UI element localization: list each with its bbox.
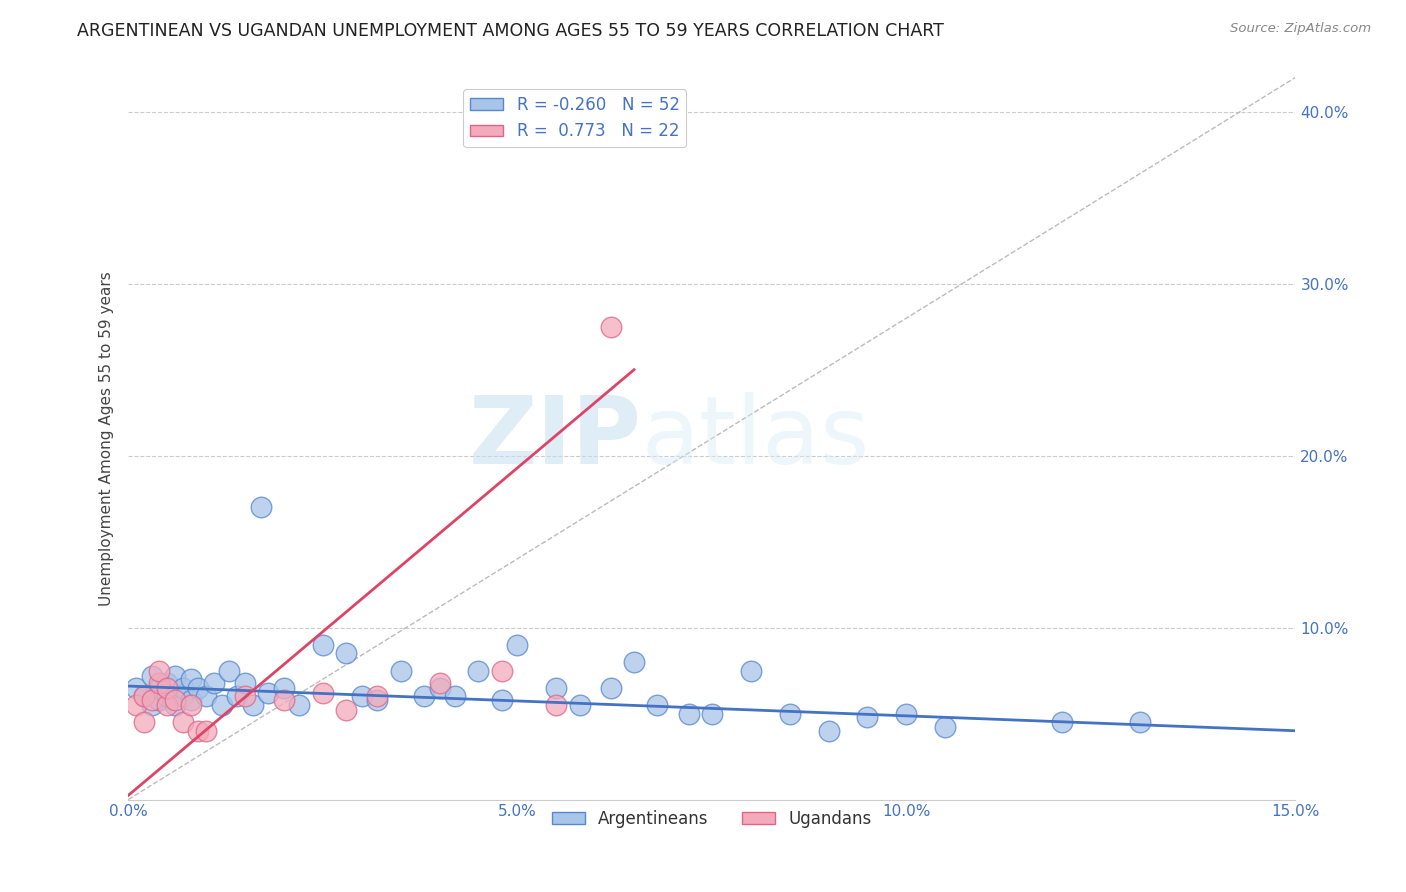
Point — [312, 638, 335, 652]
Point — [1050, 715, 1073, 730]
Point — [211, 698, 233, 712]
Point — [226, 690, 249, 704]
Point — [148, 681, 170, 695]
Point — [350, 690, 373, 704]
Point — [273, 693, 295, 707]
Point — [141, 698, 163, 712]
Point — [195, 723, 218, 738]
Point — [148, 693, 170, 707]
Point — [233, 675, 256, 690]
Point — [187, 681, 209, 695]
Point — [856, 710, 879, 724]
Point — [132, 690, 155, 704]
Point — [156, 698, 179, 712]
Point — [179, 693, 201, 707]
Point — [491, 693, 513, 707]
Point — [179, 698, 201, 712]
Point — [163, 693, 186, 707]
Point — [934, 720, 956, 734]
Point — [817, 723, 839, 738]
Point — [141, 693, 163, 707]
Point — [125, 681, 148, 695]
Point — [647, 698, 669, 712]
Point — [187, 723, 209, 738]
Point — [202, 675, 225, 690]
Point — [195, 690, 218, 704]
Point — [429, 681, 451, 695]
Point — [132, 715, 155, 730]
Point — [335, 646, 357, 660]
Legend: Argentineans, Ugandans: Argentineans, Ugandans — [546, 803, 879, 835]
Text: ZIP: ZIP — [470, 392, 641, 484]
Point — [413, 690, 436, 704]
Point — [740, 664, 762, 678]
Point — [779, 706, 801, 721]
Point — [273, 681, 295, 695]
Point — [335, 703, 357, 717]
Point — [366, 693, 388, 707]
Point — [172, 715, 194, 730]
Point — [896, 706, 918, 721]
Point — [125, 698, 148, 712]
Y-axis label: Unemployment Among Ages 55 to 59 years: Unemployment Among Ages 55 to 59 years — [100, 271, 114, 606]
Point — [141, 669, 163, 683]
Text: ARGENTINEAN VS UGANDAN UNEMPLOYMENT AMONG AGES 55 TO 59 YEARS CORRELATION CHART: ARGENTINEAN VS UGANDAN UNEMPLOYMENT AMON… — [77, 22, 945, 40]
Point — [546, 681, 568, 695]
Point — [148, 675, 170, 690]
Point — [599, 681, 621, 695]
Point — [249, 500, 271, 515]
Point — [163, 669, 186, 683]
Point — [700, 706, 723, 721]
Point — [678, 706, 700, 721]
Text: Source: ZipAtlas.com: Source: ZipAtlas.com — [1230, 22, 1371, 36]
Point — [163, 698, 186, 712]
Point — [389, 664, 412, 678]
Point — [312, 686, 335, 700]
Point — [444, 690, 467, 704]
Point — [132, 690, 155, 704]
Point — [172, 690, 194, 704]
Point — [568, 698, 591, 712]
Point — [172, 681, 194, 695]
Point — [148, 664, 170, 678]
Point — [156, 675, 179, 690]
Point — [233, 690, 256, 704]
Point — [242, 698, 264, 712]
Point — [506, 638, 529, 652]
Point — [179, 672, 201, 686]
Point — [1129, 715, 1152, 730]
Point — [623, 655, 645, 669]
Point — [467, 664, 489, 678]
Point — [599, 319, 621, 334]
Point — [156, 681, 179, 695]
Point — [491, 664, 513, 678]
Point — [257, 686, 280, 700]
Text: atlas: atlas — [641, 392, 870, 484]
Point — [546, 698, 568, 712]
Point — [366, 690, 388, 704]
Point — [288, 698, 311, 712]
Point — [156, 690, 179, 704]
Point — [218, 664, 240, 678]
Point — [429, 675, 451, 690]
